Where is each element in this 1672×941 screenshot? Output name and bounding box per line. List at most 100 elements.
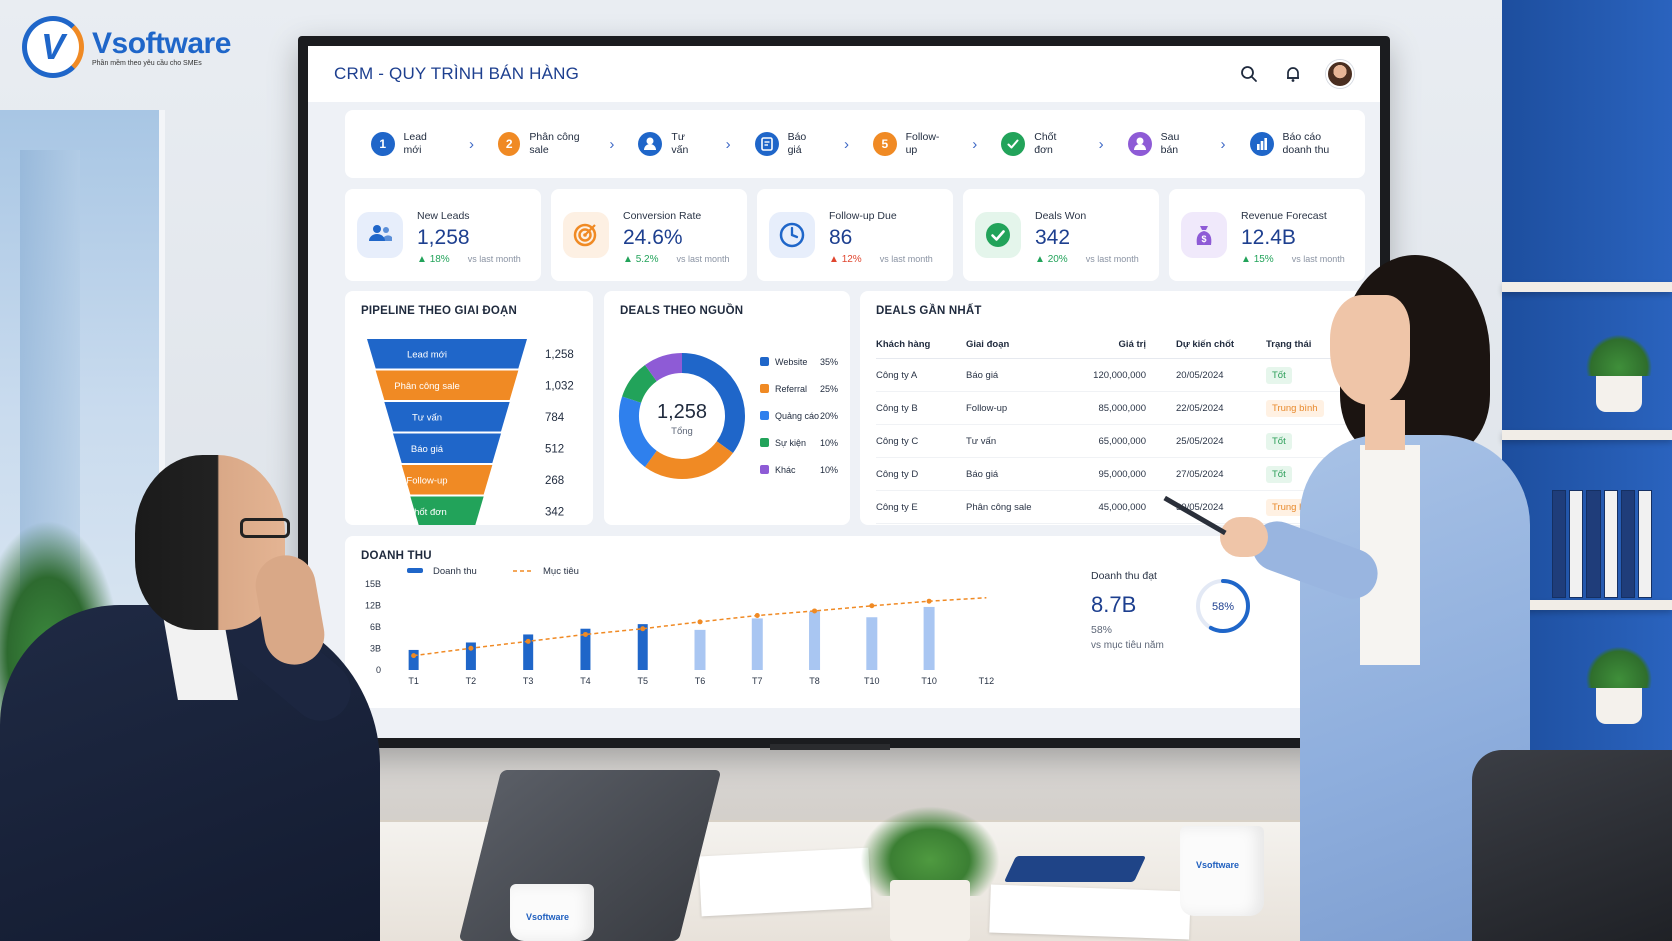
funnel-segment[interactable] <box>410 496 484 526</box>
step-2[interactable]: 2 Phân công sale <box>497 131 587 156</box>
pipeline-funnel-chart: Lead mới 1,258 Phân công sale 1,032 Tư vấn 78… <box>367 339 574 526</box>
shelf-plant <box>1586 334 1652 412</box>
legend-swatch <box>760 465 769 474</box>
funnel-segment[interactable] <box>384 402 510 432</box>
kpi-row: New Leads 1,258 ▲ 18% vs last month Conv… <box>345 189 1365 281</box>
step-3[interactable]: Tư vấn <box>638 131 703 156</box>
donut-center-value: 1,258 <box>657 401 707 423</box>
cell-customer: Công ty E <box>876 490 966 524</box>
chevron-right-icon: › <box>972 135 978 153</box>
kpi-value: 12.4B <box>1241 225 1296 249</box>
cell-value: 65,000,000 <box>1056 424 1176 458</box>
cell-close-date: 30/05/2024 <box>1176 490 1266 524</box>
bell-icon[interactable] <box>1282 63 1304 85</box>
shelf-plant <box>1586 646 1652 724</box>
status-badge: Tốt <box>1266 432 1292 450</box>
cell-close-date: 20/05/2024 <box>1176 358 1266 392</box>
target-point <box>869 603 875 609</box>
kpi-label: Revenue Forecast <box>1241 209 1327 222</box>
kpi-card[interactable]: New Leads 1,258 ▲ 18% vs last month <box>345 189 541 281</box>
kpi-value: 1,258 <box>417 225 470 249</box>
donut-slice[interactable] <box>644 353 683 382</box>
sales-process-steps: 1 Lead mới › 2 Phân công sale › Tư vấn › Báo giá… <box>345 110 1365 178</box>
funnel-segment[interactable] <box>393 433 501 464</box>
donut-slice[interactable] <box>622 365 658 404</box>
funnel-segment[interactable] <box>375 370 519 401</box>
step-6[interactable]: Chốt đơn <box>1001 131 1076 156</box>
revenue-bar[interactable] <box>809 611 821 670</box>
x-tick-label: T5 <box>637 676 648 686</box>
mug-logo: Vsoftware <box>526 912 570 922</box>
col-close-date: Dự kiến chốt <box>1176 333 1266 359</box>
kpi-delta: ▲ 5.2% <box>623 253 659 265</box>
binders <box>1552 490 1653 598</box>
cell-value: 45,000,000 <box>1056 490 1176 524</box>
kpi-card[interactable]: Conversion Rate 24.6% ▲ 5.2% vs last mon… <box>551 189 747 281</box>
y-tick-label: 3B <box>370 644 381 654</box>
chevron-right-icon: › <box>609 135 615 153</box>
step-label: Chốt đơn <box>1034 131 1057 156</box>
revenue-summary: Doanh thu đạt 8.7B 58% vs mục tiêu năm 5… <box>1091 570 1351 690</box>
revenue-bar[interactable] <box>408 649 419 670</box>
kpi-card[interactable]: Follow-up Due 86 ▲ 12% vs last month <box>757 189 953 281</box>
x-tick-label: T3 <box>523 676 534 686</box>
x-tick-label: T8 <box>809 676 820 686</box>
revenue-bar[interactable] <box>751 618 763 670</box>
user-avatar[interactable] <box>1326 60 1354 88</box>
legend-label: Doanh thu <box>433 566 477 577</box>
person-icon <box>1127 132 1152 156</box>
kpi-card[interactable]: $ Revenue Forecast 12.4B ▲ 15% vs last m… <box>1169 189 1365 281</box>
revenue-progress-ring: 58% <box>1196 579 1250 633</box>
legend-label: Quảng cáo <box>775 411 819 421</box>
cell-stage: Follow-up <box>966 391 1056 425</box>
target-point <box>640 626 646 632</box>
table-row[interactable]: Công ty B Follow-up 85,000,000 22/05/202… <box>876 391 1351 425</box>
chevron-right-icon: › <box>844 135 850 153</box>
revenue-bar[interactable] <box>465 642 476 670</box>
funnel-value-label: 784 <box>545 412 565 424</box>
legend-percent: 35% <box>820 357 838 367</box>
step-4[interactable]: Báo giá <box>754 131 822 156</box>
step-7[interactable]: Sau bán <box>1127 131 1199 156</box>
arrow-up-icon: ▲ <box>623 253 633 265</box>
table-row[interactable]: Công ty D Báo giá 95,000,000 27/05/2024 … <box>876 457 1351 491</box>
step-1[interactable]: 1 Lead mới <box>371 131 447 156</box>
legend-percent: 25% <box>820 384 838 394</box>
x-tick-label: T1 <box>408 676 419 686</box>
kpi-label: Follow-up Due <box>829 209 897 222</box>
legend-label: Khác <box>775 465 796 475</box>
revenue-bar[interactable] <box>866 617 878 670</box>
revenue-bar[interactable] <box>637 624 648 670</box>
kpi-card[interactable]: Deals Won 342 ▲ 20% vs last month <box>963 189 1159 281</box>
revenue-bar[interactable] <box>694 629 706 670</box>
table-row[interactable]: Công ty C Tư vấn 65,000,000 25/05/2024 T… <box>876 424 1351 458</box>
funnel-segment[interactable] <box>367 339 527 369</box>
paper-document <box>989 884 1191 940</box>
page-title: CRM - QUY TRÌNH BÁN HÀNG <box>334 64 580 83</box>
x-tick-label: T10 <box>921 676 937 686</box>
donut-slice[interactable] <box>619 396 658 467</box>
search-icon[interactable] <box>1238 63 1260 85</box>
deals-source-card: DEALS THEO NGUỒN 1,258 Tổng Website 35% Refe… <box>604 291 850 525</box>
funnel-stage-label: Báo giá <box>411 444 444 455</box>
revenue-bar[interactable] <box>523 634 534 670</box>
donut-slice[interactable] <box>681 353 745 454</box>
cell-close-date: 25/05/2024 <box>1176 424 1266 458</box>
step-number-badge: 1 <box>371 132 395 156</box>
funnel-segment[interactable] <box>401 465 493 495</box>
legend-swatch <box>760 357 769 366</box>
x-tick-label: T2 <box>466 676 477 686</box>
revenue-bar[interactable] <box>580 628 591 670</box>
kpi-value: 86 <box>829 225 853 249</box>
step-8[interactable]: Báo cáo doanh thu <box>1249 131 1339 156</box>
target-point <box>697 619 703 625</box>
kpi-label: New Leads <box>417 209 470 222</box>
revenue-bar[interactable] <box>923 606 935 670</box>
step-5[interactable]: 5 Follow-up <box>873 131 950 156</box>
step-label: Lead mới <box>403 131 427 156</box>
donut-slice[interactable] <box>644 440 733 479</box>
funnel-value-label: 342 <box>545 506 564 518</box>
arrow-down-icon: ▲ <box>829 253 839 265</box>
y-tick-label: 6B <box>370 622 381 632</box>
cell-customer: Công ty C <box>876 424 966 458</box>
